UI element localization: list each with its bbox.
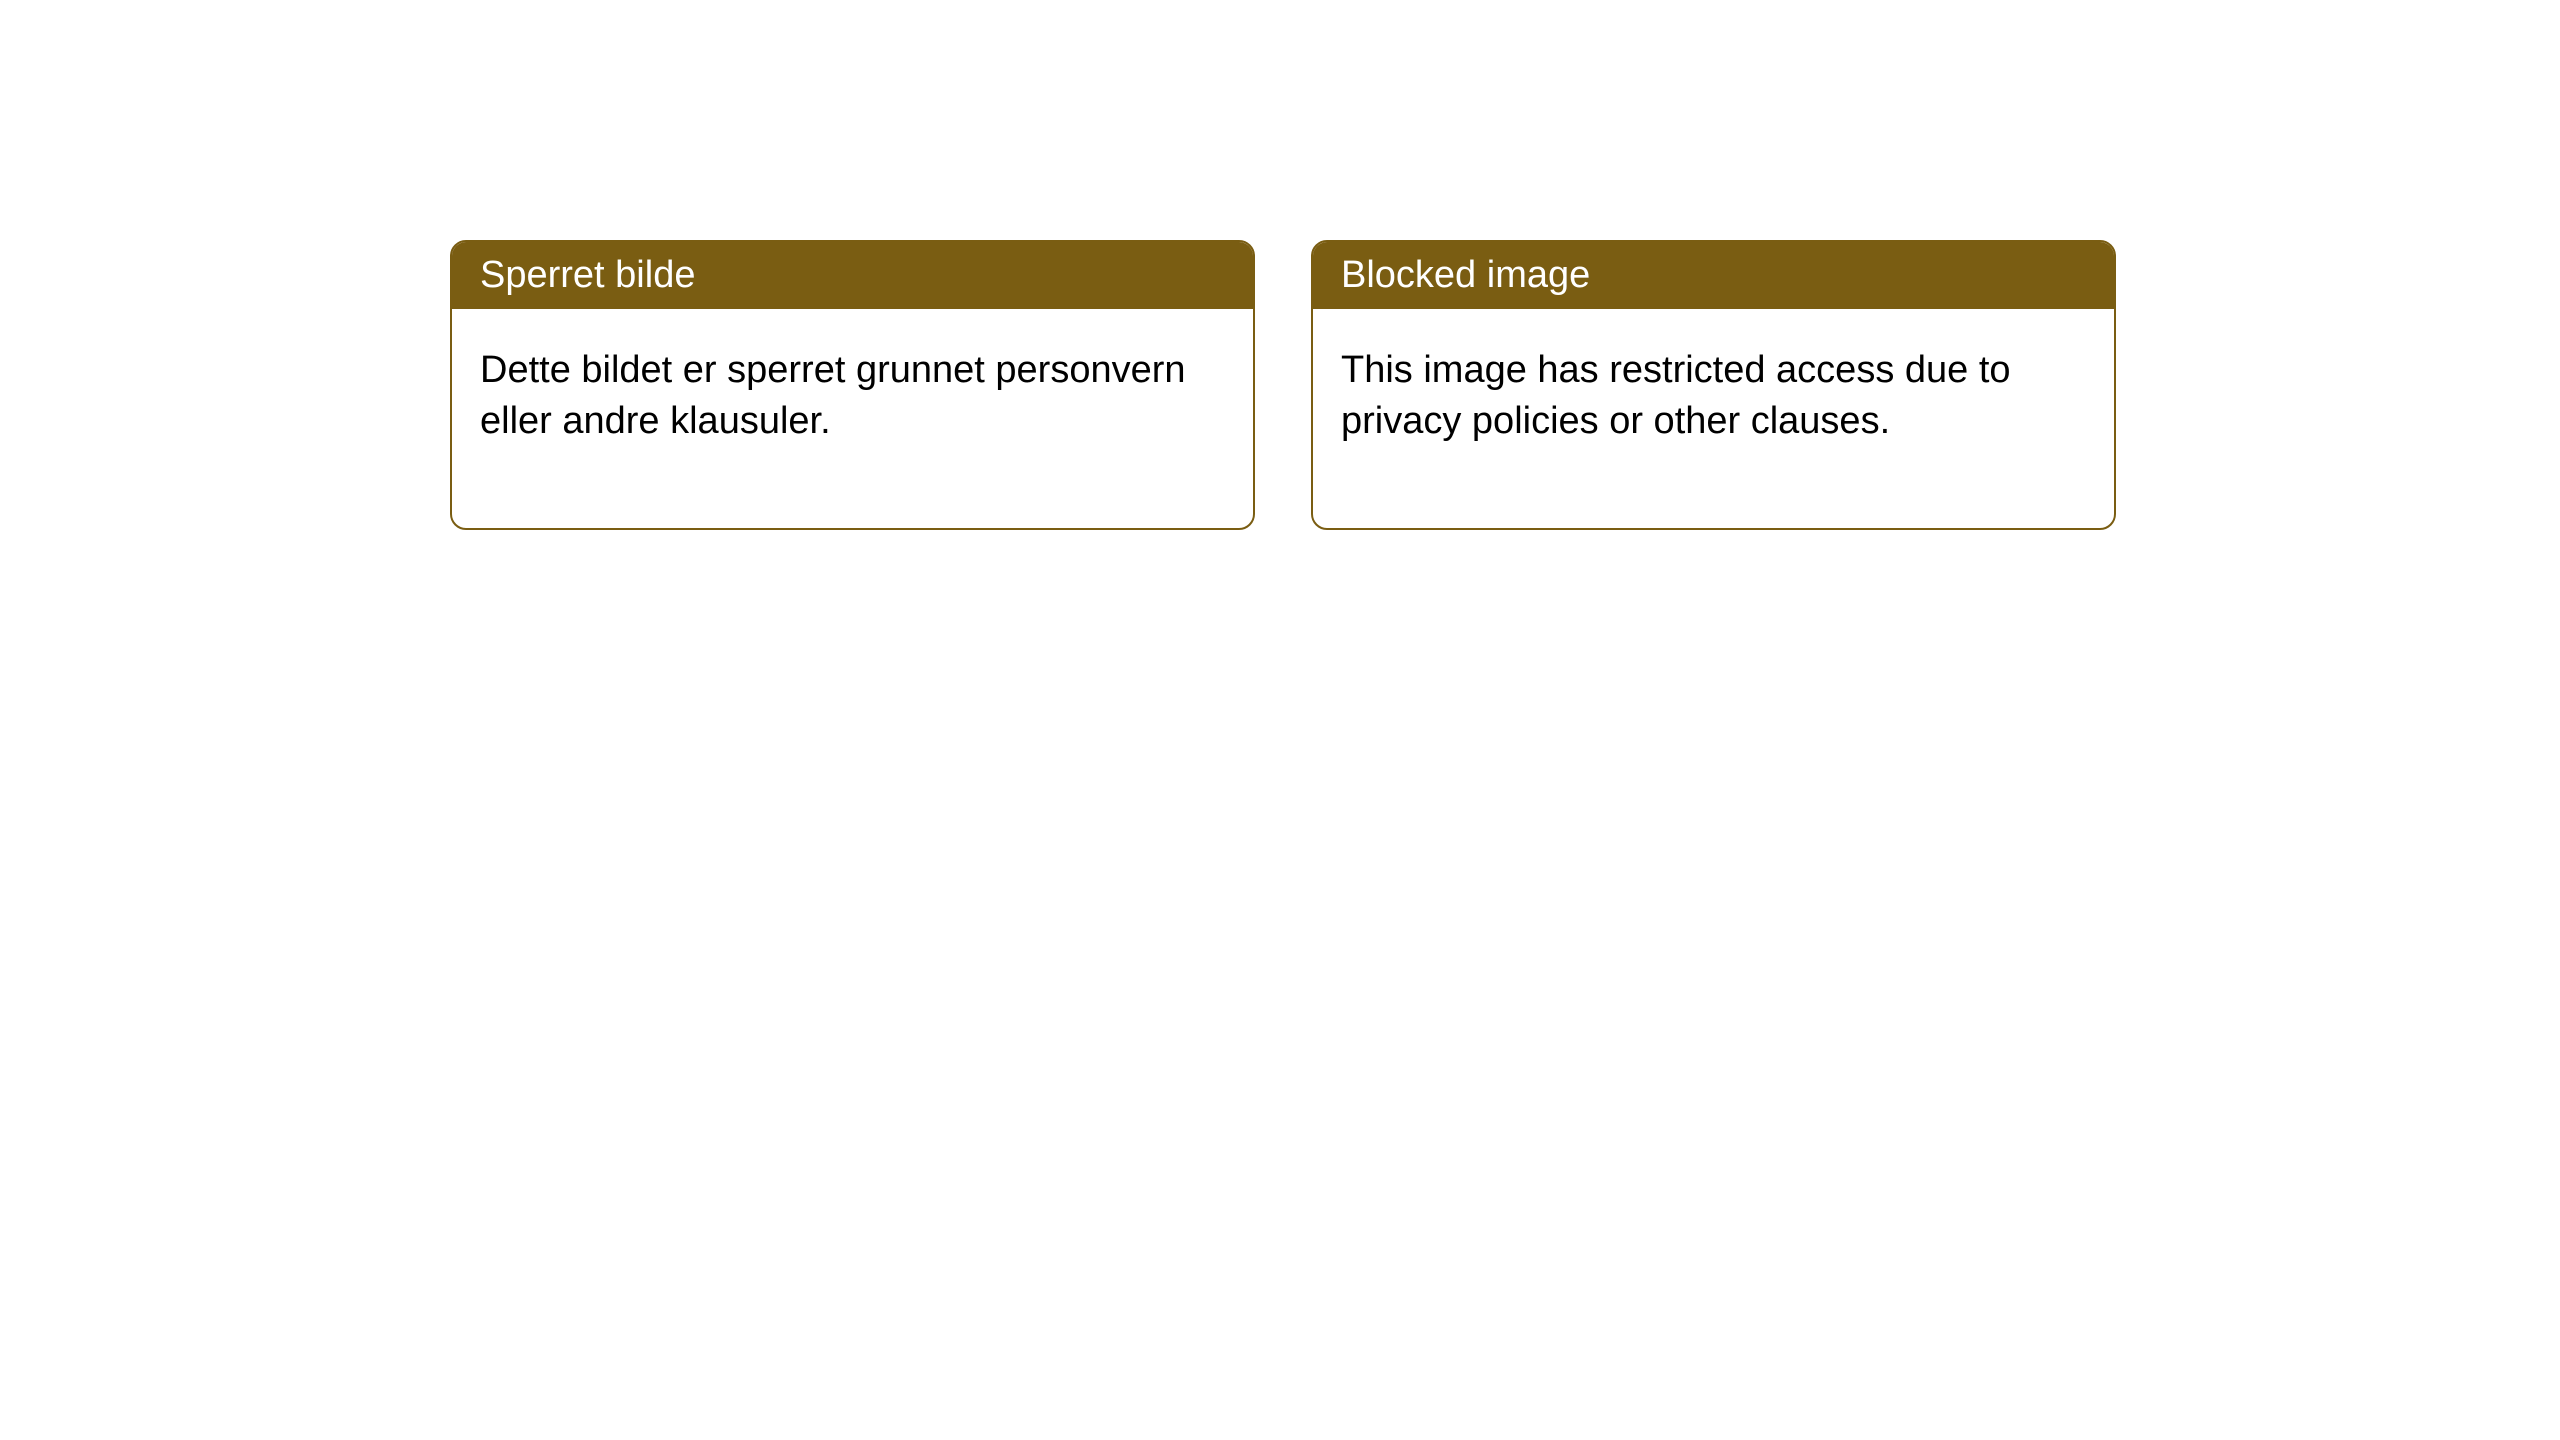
card-body-text: Dette bildet er sperret grunnet personve… xyxy=(480,349,1186,442)
card-title: Blocked image xyxy=(1341,254,1590,296)
card-header: Blocked image xyxy=(1313,242,2114,309)
card-body-text: This image has restricted access due to … xyxy=(1341,349,2011,442)
card-header: Sperret bilde xyxy=(452,242,1253,309)
card-body: Dette bildet er sperret grunnet personve… xyxy=(452,309,1253,528)
notice-card-norwegian: Sperret bilde Dette bildet er sperret gr… xyxy=(450,240,1255,530)
card-title: Sperret bilde xyxy=(480,254,695,296)
card-body: This image has restricted access due to … xyxy=(1313,309,2114,528)
notice-card-english: Blocked image This image has restricted … xyxy=(1311,240,2116,530)
notice-cards-container: Sperret bilde Dette bildet er sperret gr… xyxy=(0,0,2560,530)
